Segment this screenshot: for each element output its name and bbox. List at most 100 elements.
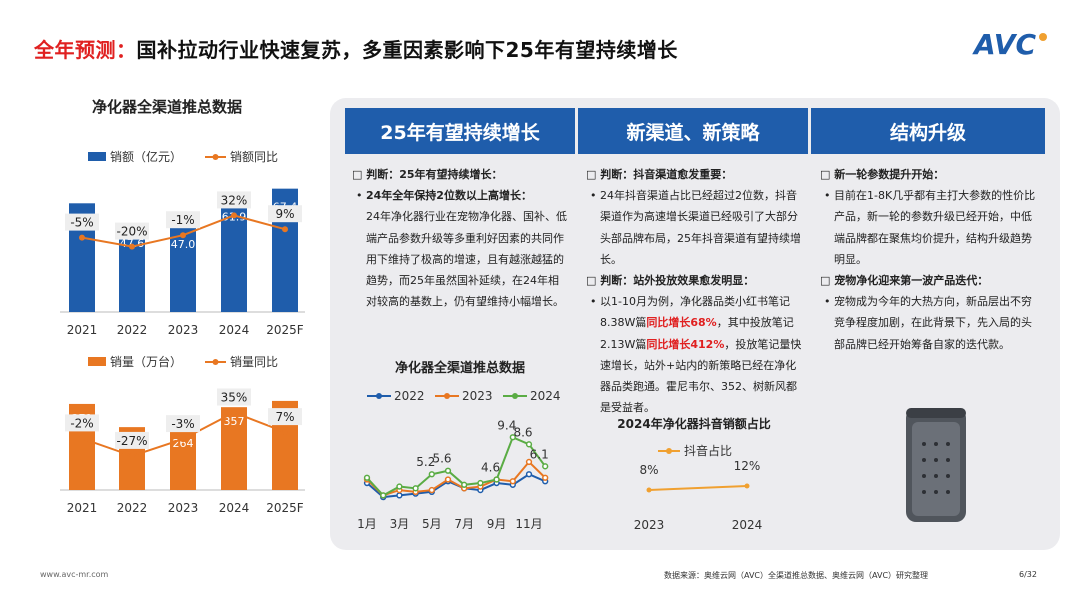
- page-title-text: 国补拉动行业快速复苏，多重因素影响下25年有望持续增长: [136, 38, 678, 62]
- column-head-growth: 25年有望持续增长: [345, 108, 575, 154]
- yoy-label-bg-volume-2021: [65, 414, 99, 432]
- x-tick-volume-2025F: 2025F: [266, 501, 304, 515]
- douyin-label-2024: 12%: [734, 459, 761, 473]
- douyin-judgement-heading: 判断：抖音渠道愈发重要：: [586, 164, 804, 185]
- page-title-highlight: 全年预测：: [34, 38, 137, 62]
- pet-purifier-heading: 宠物净化迎来第一波产品迭代：: [820, 270, 1038, 291]
- series-point-2024-3月: [396, 483, 403, 490]
- x-tick-volume-2021: 2021: [67, 501, 98, 515]
- yoy-label-bg-sales-2021: [65, 213, 99, 231]
- bar-label-sales-2022: 47.6: [120, 237, 145, 250]
- series-point-2024-5月: [428, 471, 435, 478]
- column-text-growth: 判断：25年有望持续增长： 24年全年保持2位数以上高增长： 24年净化器行业在宠…: [352, 164, 568, 312]
- yoy-label-bg-volume-2024: [217, 388, 251, 406]
- x-tick-5月: 5月: [422, 517, 442, 531]
- page-title: 全年预测：国补拉动行业快速复苏，多重因素影响下25年有望持续增长: [34, 34, 678, 63]
- bar-label-volume-2024: 357: [224, 415, 245, 428]
- left-charts: 销额（亿元）销额同比59.4202147.6202247.0202361.920…: [60, 149, 305, 515]
- series-point-2024-2月: [380, 492, 387, 499]
- series-point-2022-3月: [396, 492, 403, 499]
- yoy-label-volume-2025F: 7%: [275, 410, 294, 424]
- yoy-point-sales-2023: [180, 232, 186, 239]
- footer-website: www.avc-mr.com: [40, 570, 109, 579]
- series-point-2023-11月: [525, 458, 533, 466]
- offsite-judgement-heading: 判断：站外投放效果愈发明显：: [586, 270, 804, 291]
- yoy-point-volume-2021: [79, 435, 85, 442]
- series-point-2023-6月: [444, 476, 452, 483]
- x-tick-volume-2024: 2024: [219, 501, 250, 515]
- legend-label-2023: 2023: [462, 389, 493, 403]
- x-tick-9月: 9月: [487, 517, 507, 531]
- legend-label-volume: 销量（万台）: [110, 354, 182, 369]
- column-text-structure: 新一轮参数提升开始： 目前在1-8K几乎都有主打大参数的性价比产品，新一轮的参数…: [820, 164, 1038, 355]
- yoy-label-sales-2023: -1%: [171, 213, 194, 227]
- column-head-structure: 结构升级: [811, 108, 1045, 154]
- yoy-label-volume-2022: -27%: [116, 434, 147, 448]
- data-label-2024-9月: 4.6: [481, 461, 500, 475]
- yoy-label-bg-sales-2022: [115, 222, 149, 240]
- avc-logo: AVC: [972, 28, 1047, 61]
- growth-bullet-title: 24年全年保持2位数以上高增长：: [366, 189, 532, 203]
- series-point-2023-5月: [428, 486, 435, 494]
- x-tick-sales-2022: 2022: [117, 323, 148, 337]
- yoy-label-bg-sales-2025F: [268, 205, 302, 223]
- monthly-chart-title: 净化器全渠道推总数据: [395, 360, 525, 376]
- series-point-2024-6月: [444, 467, 452, 474]
- bar-sales-2023: [170, 225, 196, 312]
- column-head-channel: 新渠道、新策略: [578, 108, 808, 154]
- douyin-chart-title: 2024年净化器抖音销额占比: [617, 416, 770, 431]
- legend-swatch-volume: [88, 357, 106, 366]
- monthly-line-chart: 净化器全渠道推总数据 2022 2023 2024 5.25.6 4.6 9.48.6 6.1…: [357, 360, 561, 531]
- legend-marker-2022: [376, 393, 382, 399]
- legend-marker-2024: [512, 393, 518, 399]
- offsite-bullet: 以1-10月为例，净化器品类小红书笔记8.38W篇同比增长68%，其中投放笔记2…: [586, 291, 804, 418]
- yoy-label-bg-volume-2023: [166, 415, 200, 433]
- yoy-point-sales-2025F: [282, 226, 288, 233]
- legend-swatch-sales: [88, 152, 106, 161]
- x-tick-volume-2022: 2022: [117, 501, 148, 515]
- series-point-2024-8月: [477, 479, 484, 487]
- series-point-2024-9月: [493, 476, 500, 483]
- offsite-growth-highlight-2: 同比增长412%: [646, 337, 725, 351]
- series-point-2024-12月: [542, 463, 549, 470]
- growth-bullet: 24年全年保持2位数以上高增长： 24年净化器行业在宠物净化器、国补、低端产品参数…: [352, 185, 568, 312]
- douyin-bullet: 24年抖音渠道占比已经超过2位数，抖音渠道作为高速增长渠道已经吸引了大部分头部品…: [586, 185, 804, 270]
- column-text-channel: 判断：抖音渠道愈发重要： 24年抖音渠道占比已经超过2位数，抖音渠道作为高速增长…: [586, 164, 804, 418]
- yoy-label-volume-2021: -2%: [70, 416, 93, 430]
- douyin-share-line: [648, 485, 748, 491]
- x-tick-sales-2021: 2021: [67, 323, 98, 337]
- series-point-2024-10月: [509, 434, 516, 441]
- yoy-label-bg-volume-2025F: [268, 408, 302, 426]
- yoy-label-bg-volume-2022: [115, 431, 149, 449]
- yoy-label-sales-2022: -20%: [116, 225, 147, 239]
- left-section-title: 净化器全渠道推总数据: [92, 98, 243, 116]
- data-label-2024-12月: 6.1: [530, 447, 549, 461]
- yoy-point-sales-2024: [231, 212, 237, 219]
- yoy-label-volume-2024: 35%: [221, 391, 248, 405]
- footer-source: 数据来源：奥维云网（AVC）全渠道推总数据、奥维云网（AVC）研究整理: [664, 571, 929, 580]
- legend-marker-volume-yoy: [212, 359, 219, 365]
- offsite-growth-highlight-1: 同比增长68%: [646, 316, 717, 330]
- legend-label-2024: 2024: [530, 389, 561, 403]
- yoy-point-volume-2024: [231, 409, 237, 416]
- data-label-2024-5月: 5.2: [416, 455, 435, 469]
- series-line-2024: [366, 435, 547, 497]
- legend-label-sales-yoy: 销额同比: [230, 150, 278, 164]
- yoy-point-volume-2025F: [282, 429, 288, 436]
- bar-label-sales-2023: 47.0: [171, 238, 196, 251]
- douyin-label-2023: 8%: [639, 463, 658, 477]
- yoy-label-volume-2023: -3%: [171, 417, 194, 431]
- offsite-text-c: ，投放笔记量快速增长，站外+站内的新策略已经在净化器品类跑通。霍尼韦尔、352、…: [600, 337, 802, 415]
- x-tick-7月: 7月: [454, 517, 474, 531]
- offsite-text-b: ，其中投放笔记2.13W篇: [600, 316, 794, 351]
- legend-marker-2023: [444, 393, 450, 399]
- avc-logo-text: AVC: [972, 28, 1036, 61]
- series-point-2023-10月: [509, 478, 516, 485]
- param-upgrade-bullet: 目前在1-8K几乎都有主打大参数的性价比产品，新一轮的参数升级已经开始，中低端品…: [820, 185, 1038, 270]
- x-tick-sales-2024: 2024: [219, 323, 250, 337]
- air-purifier-image: [906, 408, 966, 522]
- series-point-2024-11月: [525, 441, 533, 448]
- data-label-2024-6月: 5.6: [432, 452, 451, 466]
- yoy-point-sales-2022: [129, 243, 135, 250]
